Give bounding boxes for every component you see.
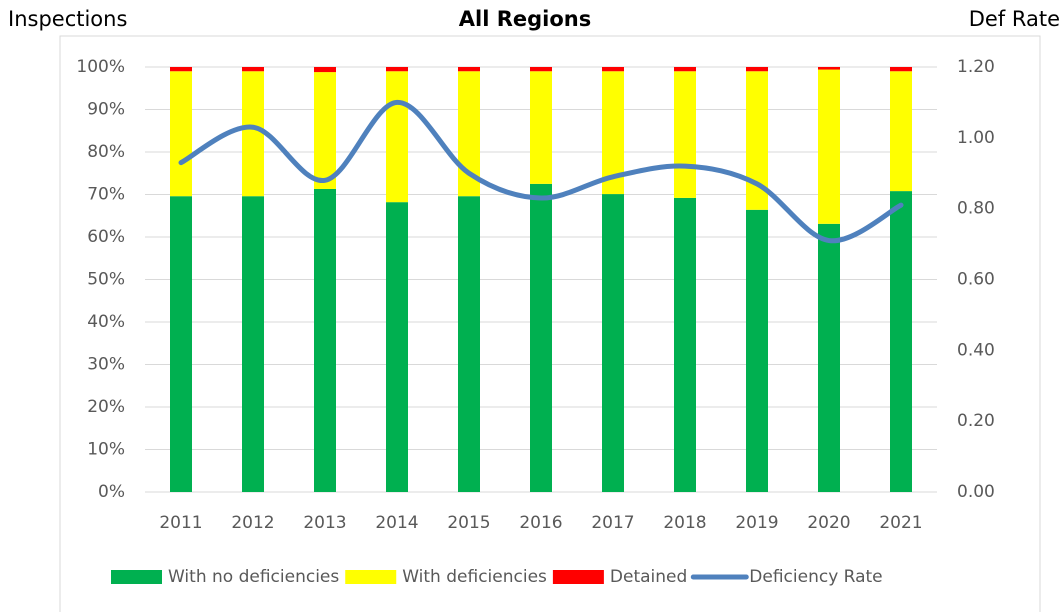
- y-tick-label: 0%: [98, 482, 125, 502]
- y2-tick-label: 0.20: [957, 411, 995, 431]
- bar-segment: [674, 71, 696, 198]
- bar-segment: [818, 67, 840, 70]
- y2-tick-label: 1.00: [957, 128, 995, 148]
- y2-tick-label: 1.20: [957, 57, 995, 77]
- bar-segment: [746, 67, 768, 72]
- y-tick-label: 10%: [87, 440, 125, 460]
- bar-segment: [170, 196, 192, 492]
- bar-segment: [818, 223, 840, 492]
- bar-segment: [674, 197, 696, 492]
- bar-segment: [242, 196, 264, 492]
- x-tick-label: 2021: [879, 513, 922, 533]
- bar-segment: [242, 67, 264, 72]
- y-tick-label: 60%: [87, 227, 125, 247]
- x-tick-label: 2017: [591, 513, 634, 533]
- x-tick-label: 2020: [807, 513, 850, 533]
- y2-tick-label: 0.80: [957, 199, 995, 219]
- y-tick-label: 90%: [87, 100, 125, 120]
- bar-segment: [602, 71, 624, 195]
- x-tick-label: 2011: [159, 513, 202, 533]
- bar-segment: [170, 71, 192, 197]
- x-tick-label: 2015: [447, 513, 490, 533]
- y-axis-label: Inspections: [8, 7, 127, 31]
- chart-title: All Regions: [459, 7, 591, 31]
- x-tick-label: 2016: [519, 513, 562, 533]
- bar-segment: [530, 71, 552, 184]
- bar-segment: [746, 209, 768, 493]
- legend-label: Detained: [610, 567, 687, 587]
- bar-segment: [386, 67, 408, 72]
- bar-segment: [458, 196, 480, 492]
- bar-segment: [242, 71, 264, 197]
- bar-segment: [314, 188, 336, 492]
- chart-border: [59, 35, 1041, 612]
- y2-tick-label: 0.00: [957, 482, 995, 502]
- legend-label: Deficiency Rate: [749, 567, 882, 587]
- y-tick-label: 70%: [87, 185, 125, 205]
- y-tick-label: 80%: [87, 142, 125, 162]
- bar-segment: [602, 194, 624, 492]
- legend-label: With deficiencies: [402, 567, 547, 587]
- bar-segment: [818, 69, 840, 224]
- y-tick-label: 50%: [87, 270, 125, 290]
- legend-swatch: [552, 570, 604, 584]
- bar-segment: [314, 72, 336, 189]
- y2-tick-label: 0.40: [957, 340, 995, 360]
- bar-segment: [170, 67, 192, 72]
- x-tick-label: 2014: [375, 513, 418, 533]
- x-tick-label: 2019: [735, 513, 778, 533]
- x-tick-label: 2013: [303, 513, 346, 533]
- bar-segment: [890, 191, 912, 492]
- y2-tick-label: 0.60: [957, 270, 995, 290]
- bar-segment: [386, 71, 408, 203]
- bar-segment: [530, 67, 552, 72]
- x-tick-label: 2018: [663, 513, 706, 533]
- legend-swatch: [111, 570, 162, 584]
- bar-segment: [530, 183, 552, 492]
- y2-axis-label: Def Rate: [969, 7, 1060, 31]
- bar-segment: [458, 71, 480, 197]
- bar-segment: [314, 67, 336, 73]
- bar-segment: [602, 67, 624, 72]
- bar-segment: [674, 67, 696, 72]
- y-tick-label: 100%: [76, 57, 125, 77]
- legend-label: With no deficiencies: [168, 567, 339, 587]
- bar-segment: [890, 71, 912, 192]
- y-tick-label: 20%: [87, 397, 125, 417]
- y-tick-label: 40%: [87, 312, 125, 332]
- x-tick-label: 2012: [231, 513, 274, 533]
- line: [178, 99, 904, 244]
- bar-segment: [386, 202, 408, 492]
- y-tick-label: 30%: [87, 355, 125, 375]
- bar-segment: [746, 71, 768, 210]
- bar-segment: [458, 67, 480, 72]
- bar-segment: [890, 67, 912, 72]
- legend-swatch: [345, 570, 397, 584]
